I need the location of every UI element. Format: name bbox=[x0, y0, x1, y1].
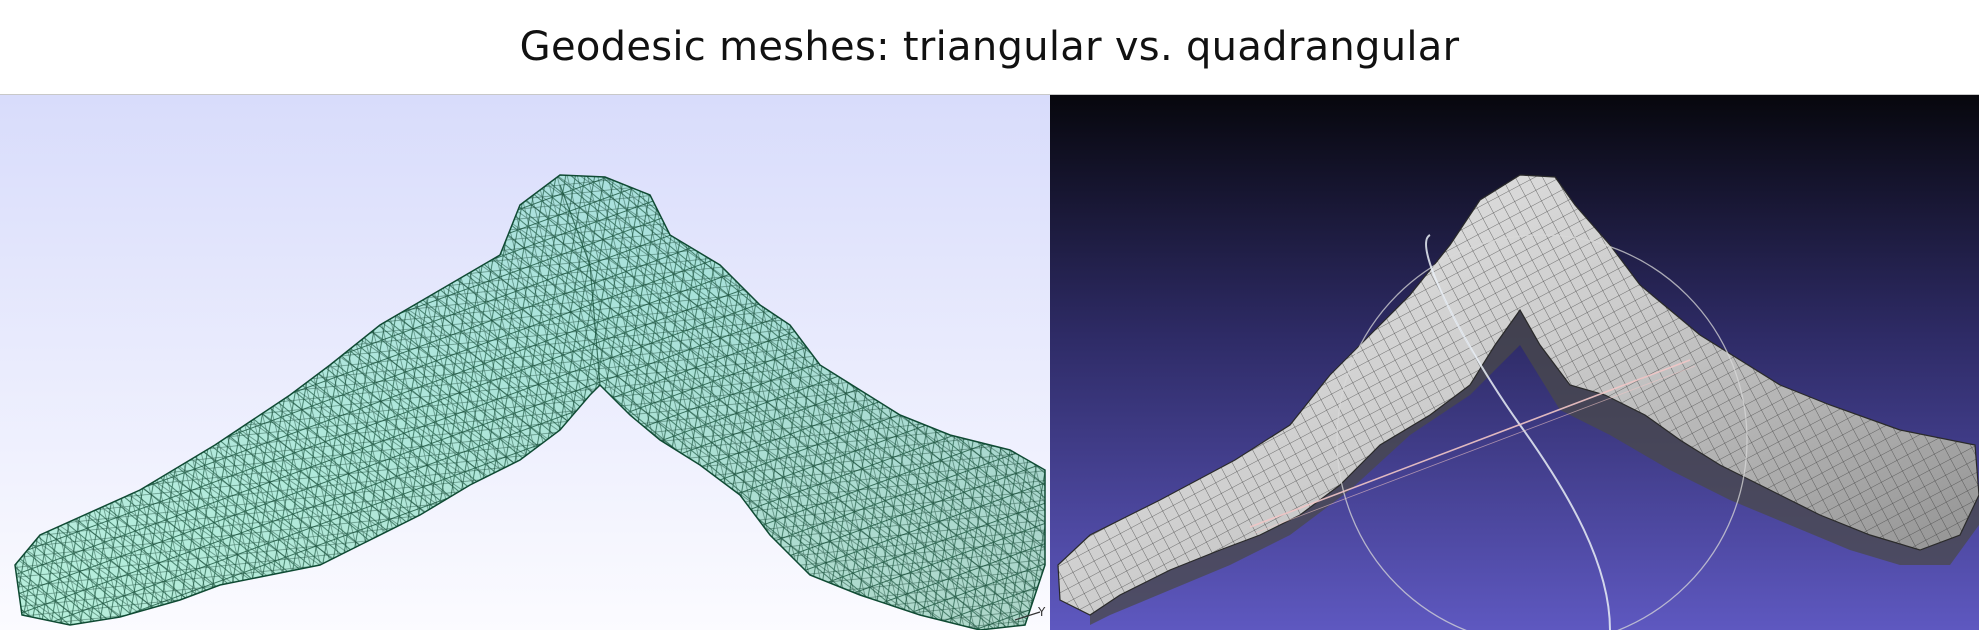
trackball-ring-horizontal bbox=[1336, 234, 1748, 630]
page-title: Geodesic meshes: triangular vs. quadrang… bbox=[519, 24, 1460, 70]
mesh-fold-line bbox=[559, 184, 601, 386]
triangular-mesh-canvas[interactable] bbox=[0, 95, 1050, 630]
title-bar: Geodesic meshes: triangular vs. quadrang… bbox=[0, 0, 1979, 94]
trackball-axis-line-secondary bbox=[1254, 365, 1696, 534]
trackball-gizmo[interactable] bbox=[1249, 234, 1748, 630]
triangular-mesh-outline bbox=[14, 174, 1046, 630]
trackball-axis-line bbox=[1249, 359, 1691, 528]
quadrangular-mesh-viewport[interactable] bbox=[1050, 95, 1979, 630]
title-divider bbox=[0, 94, 1979, 95]
axis-gizmo bbox=[1014, 611, 1041, 621]
quadrangular-mesh-canvas[interactable] bbox=[1050, 95, 1979, 630]
quadrangular-mesh-outline bbox=[1057, 174, 1979, 616]
axis-y-label: Y bbox=[1038, 605, 1046, 619]
triangular-mesh-viewport[interactable]: Y bbox=[0, 95, 1050, 630]
